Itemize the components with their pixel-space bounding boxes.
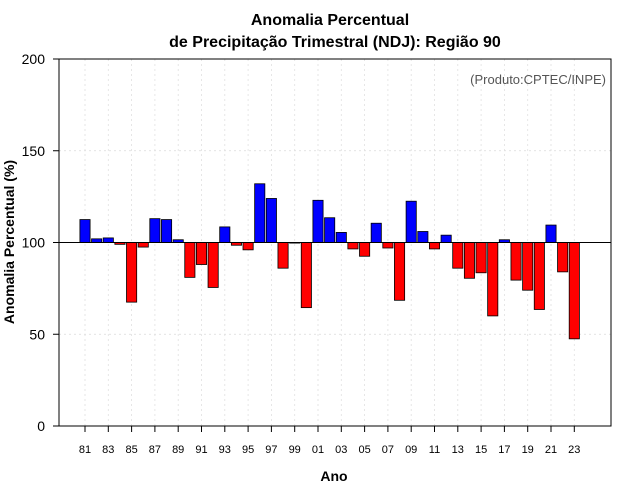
bar-11: [428, 242, 440, 250]
y-axis-ticks: 0 50 100 150 200: [22, 51, 59, 434]
bar-88: [161, 219, 173, 243]
chart-title-line2: de Precipitação Trimestral (NDJ): Região…: [169, 34, 501, 51]
bar-03: [335, 232, 347, 243]
bar-81: [79, 219, 91, 243]
bar-01: [312, 199, 324, 243]
x-tick-label: 09: [405, 444, 417, 456]
x-tick-label: 15: [475, 444, 487, 456]
bar-92: [207, 242, 219, 288]
bar-16: [487, 242, 499, 317]
x-tick-label: 11: [429, 444, 440, 456]
bar-18: [510, 242, 522, 281]
x-tick-label: 85: [125, 444, 137, 456]
bar-23: [568, 242, 580, 340]
y-axis-label: Anomalia Percentual (%): [1, 160, 17, 324]
x-tick-label: 07: [382, 444, 394, 456]
bar-09: [405, 200, 417, 243]
x-tick-label: 23: [568, 444, 580, 456]
bar-91: [195, 242, 207, 265]
bar-95: [242, 242, 254, 251]
x-axis-label: Ano: [320, 468, 347, 484]
bar-86: [137, 242, 149, 248]
bar-07: [382, 242, 394, 249]
x-tick-label: 05: [358, 444, 370, 456]
gridlines: [59, 59, 611, 426]
x-tick-label: 97: [265, 444, 277, 456]
credit-label: (Produto:CPTEC/INPE): [470, 72, 606, 87]
bars: [79, 183, 580, 340]
x-tick-label: 89: [172, 444, 184, 456]
x-tick-label: 01: [312, 444, 324, 456]
x-tick-label: 17: [498, 444, 510, 456]
x-tick-label: 87: [149, 444, 161, 456]
bar-10: [417, 231, 429, 243]
bar-21: [545, 224, 557, 243]
x-tick-label: 91: [195, 444, 207, 456]
bar-82: [91, 238, 103, 243]
y-tick-label: 150: [22, 143, 46, 159]
y-tick-label: 0: [37, 418, 45, 434]
x-tick-label: 81: [79, 444, 91, 456]
x-tick-label: 21: [545, 444, 557, 456]
bar-93: [219, 226, 231, 243]
chart-title-line1: Anomalia Percentual: [251, 12, 409, 29]
bar-05: [359, 242, 371, 257]
bar-90: [184, 242, 196, 278]
bar-96: [254, 183, 266, 243]
bar-20: [533, 242, 545, 310]
x-tick-label: 93: [219, 444, 231, 456]
bar-06: [370, 222, 382, 243]
bar-13: [452, 242, 464, 269]
bar-12: [440, 234, 452, 243]
bar-19: [522, 242, 534, 291]
x-tick-label: 03: [335, 444, 347, 456]
x-tick-label: 19: [522, 444, 534, 456]
bar-15: [475, 242, 487, 274]
bar-02: [324, 217, 336, 243]
bar-85: [126, 242, 138, 303]
bar-22: [557, 242, 569, 273]
x-axis-ticks: 81 83 85 87 89 91 93 95 97 99 01 03 05 07 09 11 13 15 17 19…: [79, 426, 580, 456]
y-tick-label: 100: [22, 235, 46, 251]
bar-00: [300, 242, 312, 309]
bar-83: [102, 237, 114, 243]
bar-97: [265, 198, 277, 243]
bar-14: [463, 242, 475, 279]
bar-08: [394, 242, 406, 301]
y-tick-label: 200: [22, 51, 46, 67]
x-tick-label: 95: [242, 444, 254, 456]
bar-87: [149, 218, 161, 243]
x-tick-label: 83: [102, 444, 114, 456]
x-tick-label: 99: [289, 444, 301, 456]
y-tick-label: 50: [29, 326, 45, 342]
x-tick-label: 13: [452, 444, 464, 456]
bar-98: [277, 242, 289, 269]
bar-04: [347, 242, 359, 250]
